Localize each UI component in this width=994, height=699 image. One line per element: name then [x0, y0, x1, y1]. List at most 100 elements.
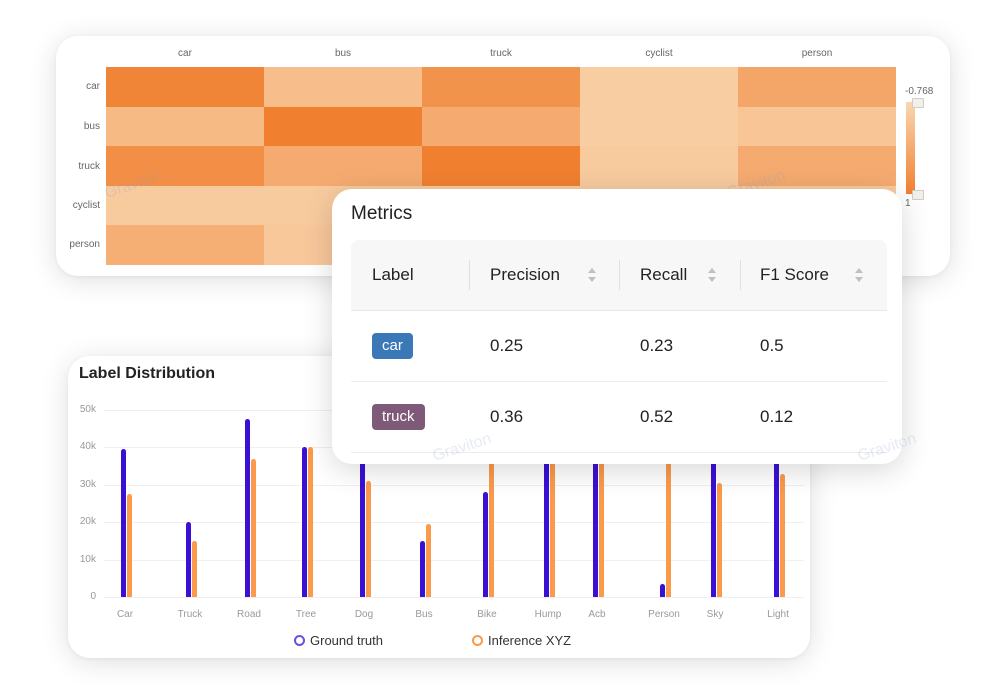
x-tick-label: Truck: [177, 609, 203, 620]
y-tick-label: 0: [90, 591, 96, 602]
legend-label: Inference XYZ: [488, 633, 572, 648]
x-tick-label: Light: [767, 609, 789, 620]
grid-line: [104, 522, 804, 524]
bar-ground-truth[interactable]: [420, 540, 425, 597]
header-recall[interactable]: Recall: [640, 265, 688, 284]
bar-inference[interactable]: [127, 494, 132, 597]
bar-inference[interactable]: [489, 428, 494, 597]
y-tick-label: 50k: [79, 404, 96, 415]
heatmap-cell[interactable]: [422, 146, 580, 187]
table-row: car 0.25 0.23 0.5: [351, 311, 887, 382]
x-tick-label: Car: [116, 609, 134, 620]
color-scale-bar: [906, 102, 915, 194]
precision-value: 0.36: [490, 407, 524, 426]
heatmap-row-label: person: [69, 239, 100, 250]
x-tick-label: Dog: [354, 609, 374, 620]
heatmap-row-label: car: [86, 81, 100, 92]
header-divider: [469, 260, 470, 290]
chart-title: Label Distribution: [79, 365, 215, 382]
y-tick-label: 10k: [79, 553, 96, 565]
heatmap-col-label: truck: [490, 48, 512, 59]
heatmap-cell[interactable]: [106, 185, 264, 226]
x-tick-label: Bus: [415, 609, 433, 620]
bar-ground-truth[interactable]: [774, 436, 779, 597]
bar-inference[interactable]: [426, 524, 431, 597]
heatmap-cell[interactable]: [580, 67, 738, 107]
bar-ground-truth[interactable]: [360, 454, 365, 597]
heatmap-cell[interactable]: [422, 106, 580, 147]
header-divider: [740, 260, 741, 290]
metrics-card: Metrics Label Precision Recall F1 Score …: [332, 189, 918, 465]
heatmap-row-label: cyclist: [72, 200, 100, 211]
heatmap-col-label: cyclist: [645, 48, 673, 59]
heatmap-col-label: person: [801, 48, 833, 59]
scale-handle-bottom[interactable]: [912, 190, 924, 200]
metrics-title: Metrics: [351, 203, 413, 224]
y-tick-label: 40k: [79, 441, 96, 453]
sort-icon[interactable]: [854, 266, 864, 284]
recall-value: 0.23: [640, 336, 674, 355]
bar-inference[interactable]: [717, 482, 722, 597]
bar-ground-truth[interactable]: [593, 428, 598, 597]
heatmap-col-label: car: [178, 48, 192, 59]
bar-inference[interactable]: [366, 481, 371, 597]
bar-inference[interactable]: [666, 428, 671, 597]
grid-line: [104, 484, 804, 486]
table-header: Label Precision Recall F1 Score: [351, 240, 887, 311]
heatmap-cell[interactable]: [106, 106, 264, 147]
bar-ground-truth[interactable]: [186, 522, 191, 597]
heatmap-cell[interactable]: [106, 146, 264, 187]
x-tick-label: Acb: [588, 609, 606, 620]
bar-inference[interactable]: [550, 428, 555, 597]
bar-inference[interactable]: [192, 540, 197, 597]
bar-inference[interactable]: [780, 473, 785, 597]
bar-ground-truth[interactable]: [544, 428, 549, 597]
header-label: Label: [372, 265, 414, 284]
precision-value: 0.25: [490, 336, 524, 355]
bar-ground-truth[interactable]: [483, 492, 488, 597]
header-divider: [619, 260, 620, 290]
header-precision[interactable]: Precision: [490, 265, 560, 284]
heatmap-row-label: bus: [83, 121, 100, 132]
scale-min-label: 1: [905, 198, 911, 209]
heatmap-cell[interactable]: [264, 146, 422, 187]
heatmap-cell[interactable]: [106, 225, 264, 266]
bar-inference[interactable]: [599, 428, 604, 597]
grid-line: [104, 559, 804, 561]
scale-handle-top[interactable]: [912, 98, 924, 108]
bar-ground-truth[interactable]: [660, 583, 665, 597]
heatmap-cell[interactable]: [738, 146, 896, 187]
bar-inference[interactable]: [308, 447, 313, 597]
legend-inference[interactable]: Inference XYZ: [472, 633, 571, 648]
scale-max-label: -0.768: [905, 86, 934, 97]
metrics-table: Label Precision Recall F1 Score car 0.25…: [351, 240, 887, 453]
heatmap-row-label: truck: [78, 161, 100, 172]
bar-inference[interactable]: [251, 458, 256, 597]
x-tick-label: Bike: [477, 609, 497, 620]
bar-ground-truth[interactable]: [121, 449, 126, 597]
heatmap-col-label: bus: [334, 48, 352, 59]
bar-ground-truth[interactable]: [302, 447, 307, 597]
legend-ground-truth[interactable]: Ground truth: [294, 633, 383, 648]
legend-label: Ground truth: [310, 633, 383, 648]
heatmap-cell[interactable]: [580, 106, 738, 147]
bar-ground-truth[interactable]: [245, 419, 250, 597]
x-tick-label: Road: [237, 609, 261, 620]
sort-icon[interactable]: [587, 266, 597, 284]
label-tag: car: [372, 333, 413, 359]
x-tick-label: Sky: [706, 609, 724, 620]
heatmap-cell[interactable]: [422, 67, 580, 107]
heatmap-cell[interactable]: [264, 106, 422, 147]
heatmap-cell[interactable]: [738, 67, 896, 107]
bar-ground-truth[interactable]: [711, 432, 716, 597]
heatmap-cell[interactable]: [738, 106, 896, 147]
heatmap-cell[interactable]: [580, 146, 738, 187]
y-tick-label: 20k: [79, 516, 96, 528]
header-f1-score[interactable]: F1 Score: [760, 265, 829, 284]
heatmap-cell[interactable]: [106, 67, 264, 107]
sort-icon[interactable]: [707, 266, 717, 284]
label-tag: truck: [372, 404, 425, 430]
table-row: truck 0.36 0.52 0.12: [351, 382, 887, 453]
x-tick-label: Tree: [295, 609, 317, 620]
heatmap-cell[interactable]: [264, 67, 422, 107]
